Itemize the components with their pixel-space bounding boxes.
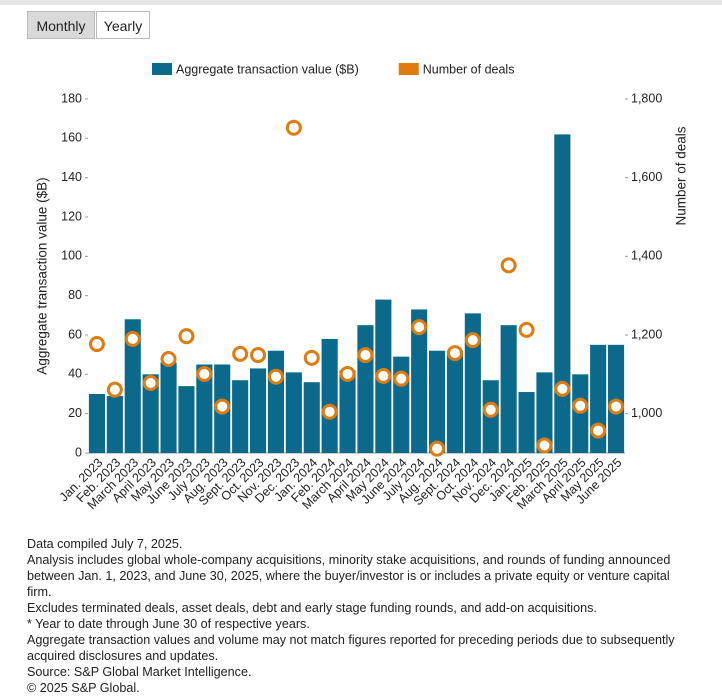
bar xyxy=(357,325,374,453)
deal-marker xyxy=(590,422,607,439)
deal-marker xyxy=(339,365,356,382)
deal-marker xyxy=(518,321,535,338)
y2-tick-label: 1,000 xyxy=(631,406,662,420)
deal-marker xyxy=(411,319,428,336)
monthly-button[interactable]: Monthly xyxy=(27,11,95,39)
y-tick-label: 100 xyxy=(61,249,82,263)
y2-tick-label: 1,200 xyxy=(631,327,662,341)
bar xyxy=(267,350,285,453)
deal-marker xyxy=(446,345,463,362)
bar xyxy=(464,313,481,453)
bar xyxy=(160,362,177,453)
y2-tick-label: 1,600 xyxy=(631,170,662,184)
bar xyxy=(500,325,517,453)
bar xyxy=(106,395,123,453)
y-tick-label: 20 xyxy=(68,406,82,420)
deal-marker xyxy=(464,332,481,349)
y-tick-label: 60 xyxy=(68,327,82,341)
deal-marker xyxy=(608,398,625,415)
deal-marker xyxy=(142,374,159,391)
bar xyxy=(554,134,571,453)
bar xyxy=(428,350,446,453)
top-bar xyxy=(0,0,722,5)
bar xyxy=(124,319,141,453)
legend-swatch xyxy=(398,63,419,75)
legend-label: Number of deals xyxy=(423,62,515,76)
deal-marker xyxy=(482,401,499,418)
deal-marker xyxy=(196,365,213,382)
footnote: Source: S&P Global Market Intelligence. xyxy=(27,665,252,679)
deal-marker xyxy=(285,119,302,136)
y-tick-label: 40 xyxy=(68,367,82,381)
deal-marker xyxy=(500,257,517,274)
yearly-button[interactable]: Yearly xyxy=(96,11,150,39)
legend-swatch xyxy=(152,63,172,75)
deal-marker xyxy=(554,380,571,397)
bar xyxy=(285,372,302,453)
bar xyxy=(446,350,464,453)
bar xyxy=(303,382,320,453)
deal-marker xyxy=(375,367,392,384)
y-tick-label: 0 xyxy=(75,445,82,459)
bar xyxy=(536,372,553,453)
footnote: © 2025 S&P Global. xyxy=(27,681,140,695)
deal-marker xyxy=(178,328,195,345)
bar xyxy=(142,374,159,453)
deal-marker xyxy=(160,350,177,367)
y2-axis-title: Number of deals xyxy=(674,126,689,225)
deal-marker xyxy=(321,403,338,420)
y2-tick-label: 1,400 xyxy=(631,249,662,263)
bar xyxy=(518,392,535,453)
bar xyxy=(321,338,338,453)
deal-marker xyxy=(536,437,553,454)
y-tick-label: 160 xyxy=(61,131,82,145)
deal-marker xyxy=(357,347,374,364)
deal-marker xyxy=(429,440,446,457)
footnotes: Data compiled July 7, 2025. Analysis incl… xyxy=(27,536,697,696)
deal-marker xyxy=(572,397,589,414)
footnote: Aggregate transaction values and volume … xyxy=(27,633,675,663)
y-tick-label: 80 xyxy=(68,288,82,302)
deal-marker xyxy=(250,347,267,364)
footnote: Analysis includes global whole-company a… xyxy=(27,553,671,599)
legend-label: Aggregate transaction value ($B) xyxy=(176,62,359,76)
deal-marker xyxy=(303,349,320,366)
deal-marker xyxy=(232,345,249,362)
chart: 0 20 40 60 80 100 120 140 160 180 1,000 1,200 1,400 1… xyxy=(35,62,689,512)
deal-marker xyxy=(106,381,123,398)
deal-marker xyxy=(214,398,231,415)
deal-marker xyxy=(124,330,141,347)
footnote: * Year to date through June 30 of respec… xyxy=(27,617,310,631)
bar xyxy=(339,370,356,453)
bar xyxy=(411,309,428,453)
bar xyxy=(249,368,267,453)
bar xyxy=(178,386,195,453)
deal-marker xyxy=(393,370,410,387)
bar xyxy=(88,394,106,453)
y-tick-label: 140 xyxy=(61,170,82,184)
y-tick-label: 180 xyxy=(61,91,82,105)
deal-marker xyxy=(267,368,284,385)
y2-tick-label: 1,800 xyxy=(631,91,662,105)
deal-marker xyxy=(88,336,105,353)
footnote: Excludes terminated deals, asset deals, … xyxy=(27,601,597,615)
bar xyxy=(196,364,213,453)
y-tick-label: 120 xyxy=(61,209,82,223)
footnote: Data compiled July 7, 2025. xyxy=(27,537,183,551)
y-axis-title: Aggregate transaction value ($B) xyxy=(35,177,50,374)
bar xyxy=(232,380,249,453)
